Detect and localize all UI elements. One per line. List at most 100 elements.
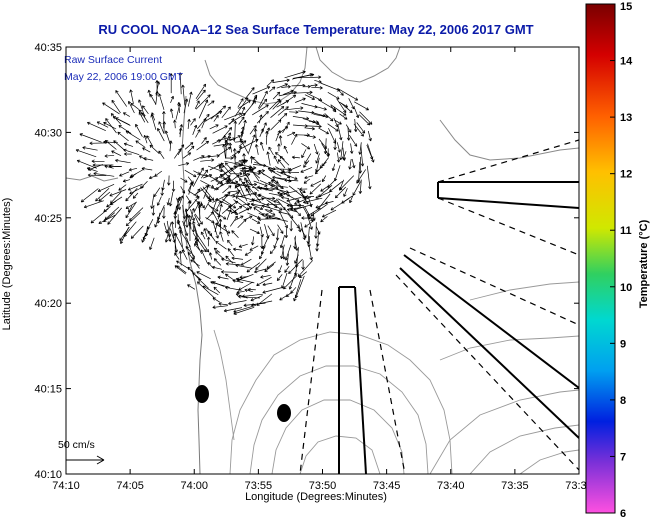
- current-arrow: [173, 119, 177, 129]
- current-arrow: [288, 258, 303, 275]
- current-arrow: [349, 195, 354, 204]
- current-arrow: [244, 288, 253, 293]
- current-arrow: [192, 220, 199, 238]
- current-arrow: [226, 209, 232, 221]
- current-arrow: [281, 85, 291, 89]
- current-arrow: [270, 119, 282, 131]
- current-arrow: [97, 183, 115, 193]
- current-arrow: [212, 281, 225, 287]
- current-arrow: [135, 123, 143, 137]
- current-arrow: [230, 205, 243, 215]
- current-arrow: [130, 102, 140, 110]
- current-arrow: [83, 200, 104, 209]
- current-arrow: [236, 290, 245, 294]
- current-arrow: [158, 93, 165, 110]
- current-arrow: [221, 198, 237, 209]
- current-arrow: [270, 106, 285, 118]
- current-arrow: [349, 143, 354, 154]
- current-arrow: [214, 211, 227, 220]
- current-arrow: [142, 147, 151, 153]
- current-arrow: [253, 128, 258, 143]
- current-arrow: [289, 110, 299, 114]
- current-arrow: [314, 166, 323, 175]
- current-arrow: [193, 243, 200, 251]
- current-arrow: [125, 201, 137, 209]
- current-arrow: [295, 209, 301, 217]
- current-arrow: [206, 236, 211, 247]
- current-arrow: [238, 164, 253, 169]
- current-arrow: [267, 167, 276, 173]
- colorbar: [585, 3, 616, 514]
- current-arrow: [251, 204, 264, 210]
- current-arrow: [295, 97, 306, 103]
- current-arrow: [186, 237, 196, 260]
- current-arrow: [275, 130, 281, 142]
- current-arrow: [143, 134, 148, 144]
- current-arrow: [200, 158, 215, 162]
- x-axis-label: Longitude (Degrees:Minutes): [245, 491, 387, 503]
- current-arrow: [360, 144, 365, 167]
- colorbar-tick-label: 8: [620, 395, 626, 407]
- current-arrow: [82, 146, 98, 151]
- current-arrow: [244, 215, 253, 221]
- current-arrow: [284, 265, 290, 273]
- current-arrow: [192, 232, 207, 253]
- current-arrow: [298, 271, 308, 279]
- current-arrow: [366, 144, 374, 160]
- current-arrow: [138, 109, 146, 117]
- current-arrow: [222, 144, 226, 159]
- current-arrow: [188, 181, 194, 195]
- current-arrow: [149, 237, 155, 250]
- current-arrow: [238, 140, 247, 147]
- current-arrow: [300, 228, 307, 238]
- current-arrow: [167, 175, 171, 186]
- current-arrow: [120, 227, 130, 244]
- current-arrow: [215, 241, 227, 250]
- current-arrow: [303, 160, 310, 168]
- colorbar-ticks: 15 14 13 12 11 10 9 8 7 6: [610, 1, 633, 519]
- current-arrow: [242, 202, 251, 206]
- current-arrow: [354, 101, 369, 111]
- current-arrow: [258, 98, 268, 110]
- current-arrow: [266, 127, 271, 138]
- current-arrow: [224, 132, 232, 146]
- current-arrow: [202, 186, 215, 201]
- current-arrow: [125, 187, 138, 202]
- current-arrow: [351, 158, 356, 169]
- current-arrow: [299, 191, 309, 205]
- current-arrow: [157, 128, 165, 142]
- current-arrow: [353, 106, 360, 119]
- colorbar-tick-label: 15: [620, 1, 632, 13]
- current-arrow: [196, 140, 210, 151]
- current-arrow: [228, 189, 241, 193]
- current-arrow: [304, 94, 315, 100]
- current-arrow: [166, 197, 171, 206]
- current-arrow: [218, 218, 223, 231]
- current-arrow: [113, 140, 125, 151]
- coastline-2: [204, 47, 308, 105]
- current-arrow: [280, 244, 285, 260]
- current-arrow: [261, 122, 267, 134]
- current-arrow: [176, 197, 181, 211]
- current-arrow: [367, 130, 372, 142]
- chart-title: RU COOL NOAA–12 Sea Surface Temperature:…: [98, 22, 533, 37]
- current-arrow: [311, 121, 320, 126]
- current-arrow: [356, 122, 366, 134]
- current-arrow: [117, 131, 129, 142]
- current-arrow: [251, 104, 269, 116]
- current-arrow: [231, 230, 239, 239]
- current-arrow: [156, 196, 162, 206]
- current-arrow: [310, 180, 322, 187]
- current-arrow: [104, 154, 115, 158]
- current-arrow: [304, 175, 314, 180]
- current-arrow: [334, 119, 342, 125]
- current-arrow: [171, 180, 176, 192]
- current-arrow: [231, 256, 244, 260]
- current-arrow: [233, 120, 238, 142]
- current-arrow: [238, 243, 248, 248]
- current-arrow: [176, 265, 187, 274]
- current-arrow: [349, 134, 358, 147]
- current-arrow: [294, 196, 312, 205]
- current-arrow: [225, 262, 241, 266]
- current-arrow: [197, 113, 210, 130]
